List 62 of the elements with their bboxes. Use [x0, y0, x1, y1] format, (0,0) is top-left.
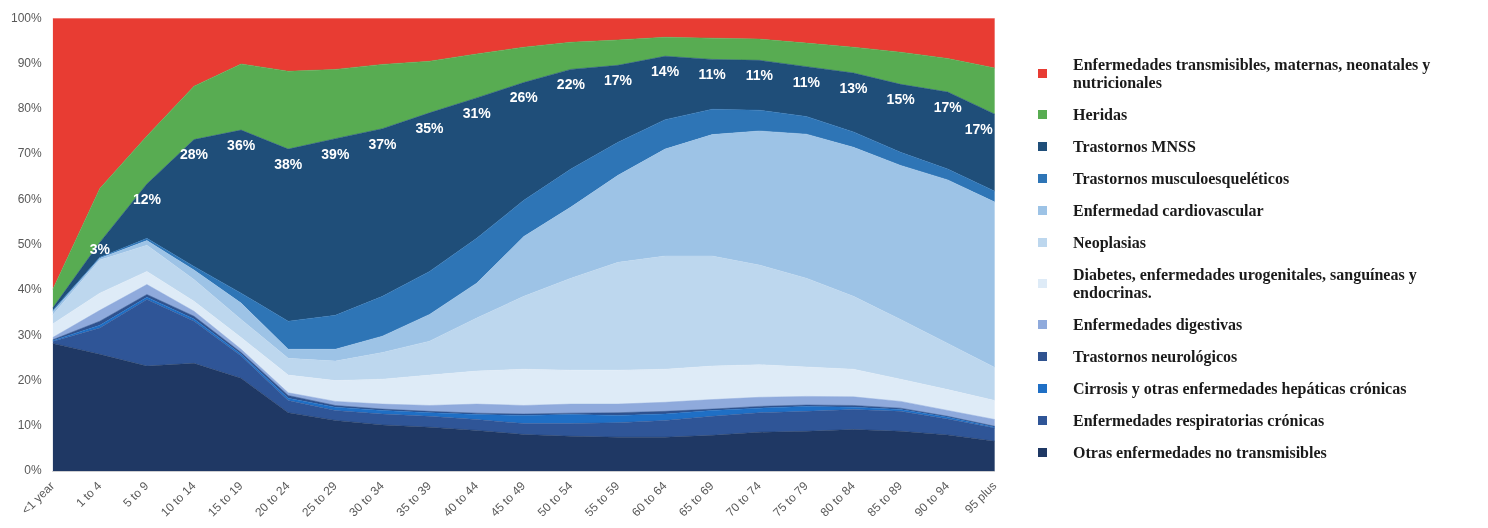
x-tick-label: 15 to 19	[205, 478, 246, 520]
x-tick-label: 20 to 24	[252, 478, 293, 520]
x-tick-label: 65 to 69	[676, 478, 717, 520]
legend-label: Enfermedades respiratorias crónicas	[1073, 411, 1325, 430]
data-label: 22%	[556, 76, 586, 93]
data-label: 38%	[274, 155, 303, 172]
legend-label: Otras enfermedades no transmisibles	[1073, 443, 1327, 462]
data-label: 31%	[462, 104, 492, 121]
x-tick-label: 60 to 64	[628, 478, 670, 520]
y-tick-label: 10%	[17, 418, 43, 433]
data-label: 35%	[415, 119, 445, 136]
data-label: 11%	[745, 67, 774, 84]
legend-label: Enfermedades transmisibles, maternas, neonatales y nutricionales	[1073, 55, 1432, 92]
legend-label: Neoplasias	[1073, 233, 1146, 252]
legend-label: Trastornos musculoesqueléticos	[1073, 169, 1290, 188]
y-tick-label: 80%	[17, 101, 43, 116]
legend-label: Trastornos MNSS	[1073, 137, 1196, 156]
legend-label: Heridas	[1073, 105, 1128, 124]
data-label: 13%	[839, 79, 869, 96]
x-tick-label: 70 to 74	[723, 478, 764, 520]
data-label: 14%	[651, 63, 680, 80]
x-tick-label: 45 to 49	[487, 478, 529, 520]
data-label: 17%	[964, 121, 994, 138]
x-tick-label: 40 to 44	[440, 478, 482, 520]
x-tick-label: 50 to 54	[534, 478, 576, 520]
data-label: 3%	[89, 240, 111, 257]
data-label: 28%	[179, 146, 209, 163]
x-tick-label: 55 to 59	[581, 478, 623, 520]
data-label: 17%	[603, 72, 633, 89]
x-tick-label: 80 to 84	[817, 478, 859, 520]
y-tick-label: 30%	[17, 327, 43, 342]
legend-label: Enfermedades digestivas	[1073, 315, 1243, 334]
x-tick-label: 5 to 9	[120, 478, 152, 510]
data-label: 17%	[933, 98, 963, 115]
legend-label: Diabetes, enfermedades urogenitales, sanguíneas y endocrinas.	[1073, 265, 1418, 302]
data-label: 15%	[886, 91, 916, 108]
data-label: 37%	[368, 135, 397, 152]
x-tick-label: 25 to 29	[299, 478, 341, 520]
data-label: 36%	[227, 136, 256, 153]
x-tick-label: 90 to 94	[911, 478, 953, 520]
data-label: 26%	[509, 89, 539, 106]
data-label: 11%	[792, 73, 821, 90]
y-tick-label: 20%	[17, 372, 43, 387]
x-tick-label: 35 to 39	[393, 478, 435, 520]
y-tick-label: 40%	[17, 282, 43, 297]
data-label: 12%	[132, 190, 162, 207]
legend-label: Cirrosis y otras enfermedades hepáticas crónicas	[1073, 379, 1407, 398]
y-tick-label: 90%	[17, 55, 43, 70]
data-label: 39%	[321, 145, 350, 162]
data-label: 11%	[698, 66, 727, 83]
y-tick-label: 100%	[10, 10, 43, 25]
x-tick-label: 10 to 14	[157, 478, 199, 520]
y-tick-label: 60%	[17, 191, 43, 206]
x-tick-label: 75 to 79	[770, 478, 812, 520]
y-tick-label: 0%	[24, 463, 43, 478]
legend-label: Trastornos neurológicos	[1073, 347, 1238, 366]
x-tick-label: 30 to 34	[346, 478, 388, 520]
y-tick-label: 70%	[17, 146, 43, 161]
x-tick-label: 85 to 89	[864, 478, 906, 520]
x-tick-label: 1 to 4	[73, 478, 105, 510]
y-tick-label: 50%	[17, 236, 43, 251]
legend-label: Enfermedad cardiovascular	[1073, 201, 1264, 220]
